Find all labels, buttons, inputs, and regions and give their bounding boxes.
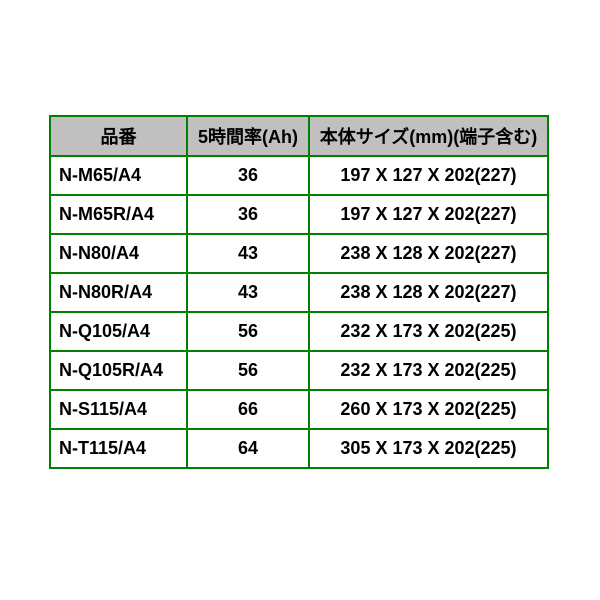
battery-spec-table: 品番 5時間率(Ah) 本体サイズ(mm)(端子含む) N-M65/A4 36 … bbox=[49, 115, 549, 469]
size-cell: 305 X 173 X 202(225) bbox=[308, 428, 549, 469]
part-number-cell: N-M65/A4 bbox=[49, 155, 188, 196]
part-number-cell: N-S115/A4 bbox=[49, 389, 188, 430]
size-cell: 238 X 128 X 202(227) bbox=[308, 233, 549, 274]
size-cell: 197 X 127 X 202(227) bbox=[308, 155, 549, 196]
size-cell: 232 X 173 X 202(225) bbox=[308, 311, 549, 352]
capacity-cell: 56 bbox=[186, 350, 310, 391]
part-number-cell: N-Q105R/A4 bbox=[49, 350, 188, 391]
table-row: N-Q105/A4 56 232 X 173 X 202(225) bbox=[49, 311, 549, 352]
size-cell: 260 X 173 X 202(225) bbox=[308, 389, 549, 430]
capacity-cell: 43 bbox=[186, 233, 310, 274]
table-row: N-N80/A4 43 238 X 128 X 202(227) bbox=[49, 233, 549, 274]
capacity-cell: 66 bbox=[186, 389, 310, 430]
capacity-cell: 43 bbox=[186, 272, 310, 313]
part-number-cell: N-M65R/A4 bbox=[49, 194, 188, 235]
size-cell: 197 X 127 X 202(227) bbox=[308, 194, 549, 235]
col-header-body-size: 本体サイズ(mm)(端子含む) bbox=[308, 115, 549, 157]
battery-spec-table-container: 品番 5時間率(Ah) 本体サイズ(mm)(端子含む) N-M65/A4 36 … bbox=[49, 115, 549, 469]
table-row: N-S115/A4 66 260 X 173 X 202(225) bbox=[49, 389, 549, 430]
table-row: N-M65/A4 36 197 X 127 X 202(227) bbox=[49, 155, 549, 196]
capacity-cell: 64 bbox=[186, 428, 310, 469]
table-row: N-N80R/A4 43 238 X 128 X 202(227) bbox=[49, 272, 549, 313]
table-row: N-Q105R/A4 56 232 X 173 X 202(225) bbox=[49, 350, 549, 391]
capacity-cell: 36 bbox=[186, 194, 310, 235]
capacity-cell: 36 bbox=[186, 155, 310, 196]
part-number-cell: N-N80R/A4 bbox=[49, 272, 188, 313]
col-header-part-number: 品番 bbox=[49, 115, 188, 157]
table-row: N-T115/A4 64 305 X 173 X 202(225) bbox=[49, 428, 549, 469]
part-number-cell: N-N80/A4 bbox=[49, 233, 188, 274]
part-number-cell: N-T115/A4 bbox=[49, 428, 188, 469]
size-cell: 232 X 173 X 202(225) bbox=[308, 350, 549, 391]
part-number-cell: N-Q105/A4 bbox=[49, 311, 188, 352]
size-cell: 238 X 128 X 202(227) bbox=[308, 272, 549, 313]
capacity-cell: 56 bbox=[186, 311, 310, 352]
table-row: N-M65R/A4 36 197 X 127 X 202(227) bbox=[49, 194, 549, 235]
col-header-5hr-capacity: 5時間率(Ah) bbox=[186, 115, 310, 157]
header-row: 品番 5時間率(Ah) 本体サイズ(mm)(端子含む) bbox=[49, 115, 549, 157]
